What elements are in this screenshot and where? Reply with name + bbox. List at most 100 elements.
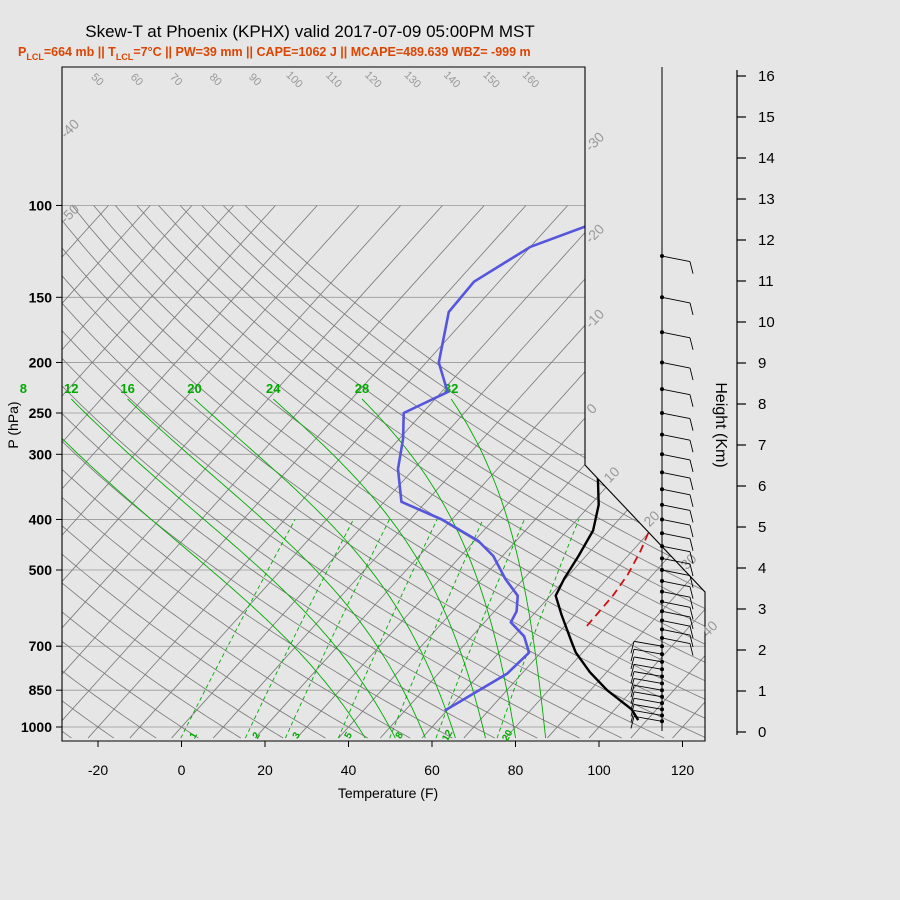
isotherm-label: 30 (677, 550, 699, 572)
x-tick-label: 0 (178, 762, 186, 778)
wind-barb (661, 637, 691, 645)
wind-barb (633, 678, 663, 684)
dry-adiabat (62, 205, 369, 739)
wind-barb-flag (689, 394, 694, 407)
wind-barb (661, 504, 691, 511)
isotherm-label: 10 (600, 463, 622, 485)
dry-adiabat (62, 205, 453, 739)
dry-adiabat (62, 205, 538, 739)
moist-adiabat (70, 398, 396, 739)
wind-barb (661, 412, 691, 420)
dry-adiabat (201, 205, 705, 739)
mixing-ratio-label: 20 (500, 728, 515, 744)
height-tick-label: 12 (758, 232, 775, 249)
x-tick-label: -20 (88, 762, 108, 778)
isotherm (672, 205, 705, 739)
wind-barb-flag (630, 678, 635, 691)
wind-barb-flag (630, 656, 635, 670)
wind-barb (633, 648, 663, 655)
mixing-ratio-line (435, 519, 525, 739)
wind-barb (633, 710, 663, 716)
wind-barb-flag (630, 664, 635, 677)
plot-frame (61, 66, 706, 742)
wind-barb (661, 620, 691, 627)
wind-barb (633, 715, 663, 722)
height-tick-label: 11 (758, 273, 774, 290)
dry-adiabat (71, 205, 705, 739)
dry-adiabat-label: 140 (441, 69, 462, 90)
dry-adiabat (179, 205, 705, 739)
wind-barb (661, 362, 691, 369)
isotherm (62, 205, 151, 739)
y-tick-label: 200 (29, 354, 53, 370)
height-tick-label: 2 (758, 642, 766, 659)
y-tick-label: 700 (29, 638, 53, 654)
isotherm (62, 205, 318, 739)
dry-adiabat (62, 205, 705, 739)
isotherm (87, 205, 568, 739)
dry-adiabat (93, 205, 705, 739)
dry-adiabat-label: 60 (128, 71, 145, 88)
wind-barb (633, 703, 663, 710)
moist-adiabat (194, 398, 456, 739)
dry-adiabat (62, 205, 411, 739)
moist-adiabat-label: 8 (20, 381, 27, 396)
wind-barb-flag (689, 337, 694, 350)
moist-adiabat-label: 12 (64, 381, 78, 396)
dry-adiabat-label: 70 (167, 71, 184, 88)
moist-adiabat-label: 20 (187, 381, 201, 396)
dry-adiabat (223, 205, 705, 739)
dry-adiabat (62, 205, 580, 739)
wind-barb-flag (689, 524, 694, 538)
height-tick-label: 6 (758, 478, 766, 495)
data-layer (396, 204, 705, 721)
x-tick-label: 20 (257, 762, 273, 778)
height-tick-label: 7 (758, 437, 766, 454)
y-tick-label: 300 (29, 446, 53, 462)
wind-barb (661, 519, 691, 526)
series-group (396, 204, 705, 721)
wind-barb (633, 671, 663, 677)
isotherm (129, 205, 610, 739)
wind-barb-flag (689, 367, 694, 381)
dry-adiabat (0, 206, 29, 739)
height-axis-label: Height (Km) (712, 382, 729, 467)
wind-barb (633, 663, 663, 670)
dry-adiabat (62, 205, 326, 739)
dry-adiabat (62, 205, 665, 739)
isotherm-label: 20 (640, 507, 662, 529)
wind-barb-flag (689, 302, 694, 316)
mixing-ratio-label: 2 (251, 730, 264, 741)
x-tick-label: 120 (671, 762, 695, 778)
isotherm-label: 40 (698, 617, 720, 639)
wind-barb-flag (630, 704, 635, 717)
height-tick-label: 10 (758, 314, 775, 331)
height-tick-label: 5 (758, 519, 766, 536)
wind-barb-flag (689, 477, 694, 491)
x-tick-label: 100 (587, 762, 611, 778)
wind-barb (633, 691, 663, 698)
wind-barb (661, 331, 691, 339)
moist-adiabat (62, 398, 366, 739)
height-tick-label: 15 (758, 109, 775, 126)
isotherm (505, 205, 705, 739)
height-tick-label: 13 (758, 191, 775, 208)
moist-adiabat (127, 398, 426, 739)
isotherm (62, 205, 485, 739)
wind-barb (661, 453, 691, 461)
mixing-ratio-line (496, 519, 580, 739)
wind-barb-flag (689, 586, 694, 599)
wind-barb (661, 557, 691, 565)
dry-adiabat (62, 205, 284, 739)
mixing-ratio-label: 12 (440, 728, 455, 744)
wind-barb-flag (630, 641, 635, 654)
isotherm (714, 205, 900, 738)
isotherm (547, 205, 705, 739)
dry-adiabat-label: 130 (402, 69, 423, 90)
wind-barb (661, 628, 691, 636)
mixing-ratio-label: 3 (291, 730, 304, 741)
dry-adiabat (62, 205, 705, 739)
wind-barb (661, 488, 691, 496)
